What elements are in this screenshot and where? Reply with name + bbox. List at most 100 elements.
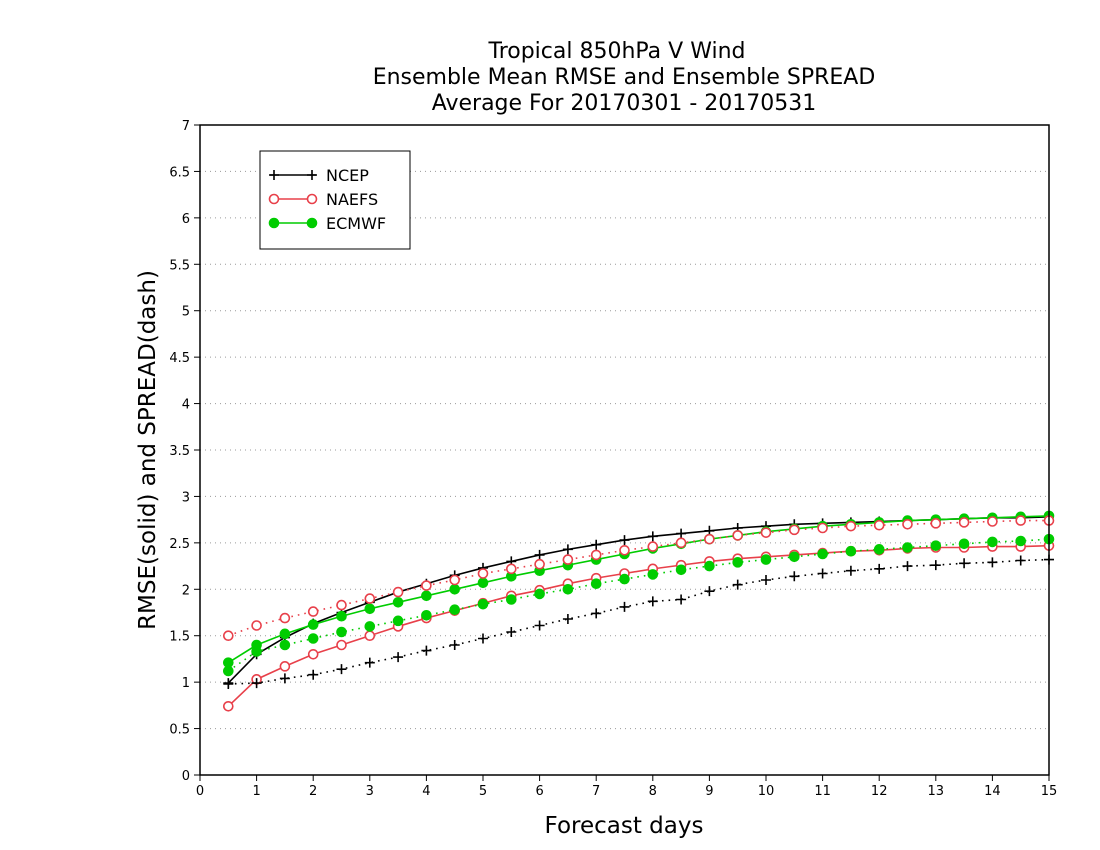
ecmwf-spread-point [336, 626, 347, 638]
ncep-rmse-point [591, 539, 602, 550]
neafs-spread-point [505, 563, 517, 575]
ncep-spread-point [591, 608, 602, 619]
y-tick-label: 4.5 [169, 351, 190, 366]
legend-item-ncep: NCEP [269, 166, 369, 185]
ecmwf-spread-point [1015, 535, 1027, 547]
neafs-rmse-point [223, 700, 234, 712]
x-tick-label: 15 [1041, 784, 1058, 799]
ncep-spread-point [562, 614, 573, 624]
neafs-rmse-point [307, 648, 319, 660]
legend-marker-end [307, 170, 317, 180]
ecmwf-rmse-point [449, 583, 461, 595]
ecmwf-spread-point [845, 545, 857, 557]
y-tick-label: 0 [182, 769, 190, 784]
legend-item-naefs: NAEFS [268, 190, 378, 209]
y-tick-label: 0.5 [169, 723, 190, 738]
neafs-spread-point [619, 544, 630, 556]
neafs-rmse-point [279, 661, 291, 672]
ecmwf-spread-point [675, 564, 687, 576]
neafs-rmse-series [223, 540, 1055, 712]
x-tick-label: 11 [814, 784, 831, 799]
ecmwf-spread-point [987, 536, 998, 548]
title-line-1: Tropical 850hPa V Wind [487, 39, 745, 64]
legend-label: NCEP [326, 166, 369, 185]
y-tick-label: 6.5 [169, 165, 190, 180]
neafs-spread-point [279, 612, 291, 624]
neafs-spread-point [902, 518, 913, 530]
neafs-spread-series [223, 515, 1055, 642]
ecmwf-rmse-point [421, 590, 432, 602]
x-tick-label: 9 [705, 784, 713, 799]
y-tick-label: 5.5 [169, 258, 190, 273]
ecmwf-spread-series [223, 533, 1055, 677]
ncep-spread-point [449, 640, 460, 650]
ecmwf-rmse-point [307, 619, 319, 630]
x-axis-title: Forecast days [545, 813, 704, 839]
x-tick-label: 3 [366, 784, 374, 799]
ecmwf-rmse-point [279, 628, 291, 640]
ncep-rmse-point [676, 528, 687, 539]
x-tick-label: 5 [479, 784, 487, 799]
ncep-spread-point [676, 594, 687, 605]
ecmwf-spread-point [506, 594, 517, 605]
neafs-spread-point [364, 593, 376, 604]
x-tick-label: 6 [535, 784, 543, 799]
ncep-spread-series [223, 554, 1054, 689]
ecmwf-spread-point [307, 633, 319, 644]
y-tick-label: 2.5 [169, 537, 190, 552]
ecmwf-spread-point [562, 583, 574, 595]
neafs-spread-point [845, 520, 857, 532]
ecmwf-spread-point [279, 639, 291, 651]
chart-title: Tropical 850hPa V Wind Ensemble Mean RMS… [373, 39, 876, 116]
ncep-spread-point [845, 565, 856, 576]
x-tick-label: 2 [309, 784, 317, 799]
ncep-rmse-point [647, 531, 658, 542]
ncep-rmse-point [534, 549, 545, 560]
ncep-spread-line [228, 558, 1050, 685]
y-tick-label: 6 [182, 212, 190, 227]
legend-label: NAEFS [326, 190, 378, 209]
x-tick-label: 7 [592, 784, 600, 799]
neafs-spread-point [987, 516, 998, 527]
ecmwf-spread-point [421, 609, 432, 621]
neafs-spread-point [930, 518, 942, 529]
x-tick-label: 1 [252, 784, 260, 799]
legend-marker-start [268, 193, 280, 205]
ncep-spread-point [874, 563, 885, 574]
x-tick-label: 14 [984, 784, 1001, 799]
neafs-spread-point [392, 586, 404, 598]
y-tick-label: 3.5 [169, 444, 190, 459]
ncep-spread-point [987, 557, 998, 568]
ecmwf-spread-point [817, 548, 828, 560]
x-tick-label: 13 [928, 784, 945, 799]
neafs-spread-point [1015, 515, 1027, 526]
title-line-3: Average For 20170301 - 20170531 [432, 91, 817, 116]
neafs-spread-point [732, 530, 744, 541]
ncep-spread-point [308, 669, 319, 680]
ecmwf-spread-point [873, 544, 885, 555]
ecmwf-spread-point [760, 554, 772, 565]
ncep-spread-point [506, 627, 517, 637]
ncep-spread-point [223, 679, 234, 689]
legend-label: ECMWF [326, 214, 386, 233]
ecmwf-spread-point [704, 560, 715, 572]
ecmwf-spread-point [647, 569, 659, 580]
plot-series [223, 510, 1055, 712]
neafs-rmse-point [364, 630, 376, 642]
neafs-spread-point [562, 554, 574, 565]
ecmwf-spread-point [534, 588, 545, 600]
neafs-spread-point [477, 568, 489, 579]
ecmwf-spread-point [392, 615, 404, 627]
ecmwf-spread-point [930, 540, 942, 551]
y-tick-label: 2 [182, 583, 190, 598]
legend-marker-end [306, 193, 318, 205]
ncep-spread-point [336, 664, 347, 675]
neafs-spread-point [958, 517, 970, 528]
neafs-spread-point [534, 558, 545, 570]
legend-marker-end [306, 217, 318, 229]
ncep-rmse-point [619, 535, 630, 546]
x-tick-label: 10 [758, 784, 775, 799]
ncep-spread-point [647, 596, 658, 607]
legend-marker-start [268, 217, 280, 229]
